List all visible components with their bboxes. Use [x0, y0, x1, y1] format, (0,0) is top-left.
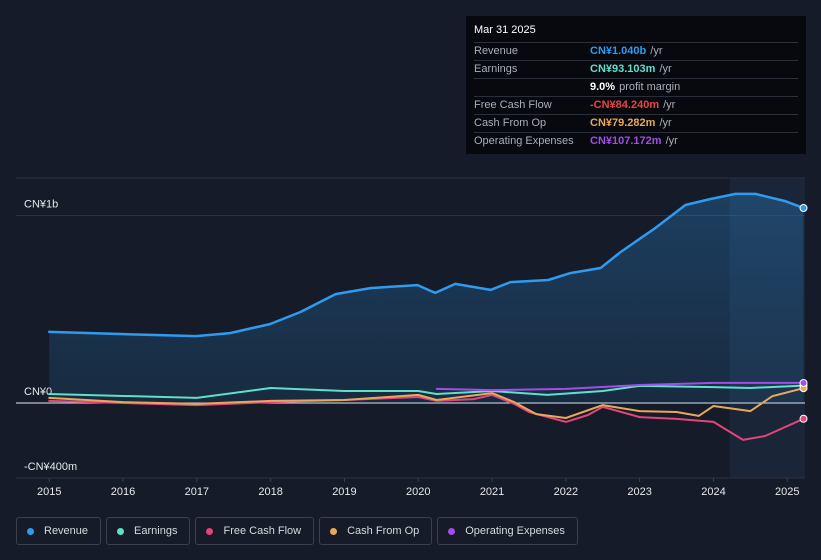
tooltip: Mar 31 2025 Revenue CN¥1.040b/yr Earnings C…: [466, 16, 806, 154]
series-end-dot: [799, 378, 808, 387]
x-tick-label: 2023: [627, 486, 651, 498]
tooltip-row: Free Cash Flow -CN¥84.240m/yr: [474, 96, 798, 113]
tooltip-row: Operating Expenses CN¥107.172m/yr: [474, 132, 798, 149]
series-end-dot: [799, 414, 808, 423]
legend-label: Operating Expenses: [465, 525, 565, 537]
y-tick-label: -CN¥400m: [24, 461, 77, 473]
x-tick-label: 2024: [701, 486, 725, 498]
legend-label: Earnings: [134, 525, 178, 537]
y-tick-label: CN¥0: [24, 386, 52, 398]
tooltip-value: CN¥1.040b: [590, 45, 647, 57]
legend-dot: [27, 527, 34, 535]
tooltip-row: 9.0% profit margin: [474, 78, 798, 95]
x-tick-label: 2022: [554, 486, 578, 498]
tooltip-unit: profit margin: [619, 81, 681, 93]
legend-label: Free Cash Flow: [223, 525, 302, 537]
tooltip-unit: /yr: [663, 99, 676, 111]
tooltip-row: Earnings CN¥93.103m/yr: [474, 60, 798, 77]
tooltip-unit: /yr: [659, 63, 672, 75]
series-end-dot: [799, 204, 808, 212]
x-tick-label: 2020: [406, 486, 430, 498]
x-tick-label: 2016: [111, 486, 135, 498]
legend-dot: [206, 527, 214, 535]
series-line: [47, 192, 805, 338]
tooltip-label: [474, 79, 590, 95]
x-tick-label: 2017: [185, 486, 209, 498]
tooltip-label: Operating Expenses: [474, 135, 574, 147]
x-tick-label: 2018: [258, 486, 282, 498]
legend-item[interactable]: Revenue: [16, 517, 102, 545]
series-line: [48, 387, 805, 419]
tooltip-value: CN¥107.172m: [590, 135, 662, 147]
tooltip-date: Mar 31 2025: [474, 24, 536, 36]
tooltip-row: Cash From Op CN¥79.282m/yr: [474, 114, 798, 131]
legend-dot: [330, 527, 338, 535]
tooltip-unit: /yr: [665, 135, 678, 147]
tooltip-unit: /yr: [659, 117, 672, 129]
revenue-area: [49, 193, 804, 403]
tooltip-value: -CN¥84.240m: [590, 99, 660, 111]
legend: Revenue Earnings Free Cash Flow Cash From O…: [16, 517, 578, 545]
tooltip-value: CN¥93.103m: [590, 63, 656, 75]
x-tick-label: 2025: [775, 486, 799, 498]
legend-item[interactable]: Operating Expenses: [437, 517, 578, 545]
tooltip-value: CN¥79.282m: [590, 117, 656, 129]
y-tick-label: CN¥1b: [24, 199, 58, 211]
tooltip-label: Free Cash Flow: [474, 99, 552, 111]
tooltip-row: Revenue CN¥1.040b/yr: [474, 42, 798, 59]
tooltip-value: 9.0%: [590, 81, 616, 93]
legend-item[interactable]: Free Cash Flow: [195, 517, 315, 545]
tooltip-rows: Revenue CN¥1.040b/yr Earnings CN¥93.103m/yr…: [474, 42, 798, 149]
tooltip-unit: /yr: [650, 45, 663, 57]
legend-label: Revenue: [44, 525, 89, 537]
legend-dot: [117, 527, 125, 535]
legend-item[interactable]: Cash From Op: [319, 517, 433, 545]
x-tick-label: 2015: [37, 486, 61, 498]
legend-dot: [448, 527, 456, 535]
tooltip-label: Earnings: [474, 63, 518, 75]
series-line: [435, 381, 805, 392]
x-tick-label: 2019: [332, 486, 356, 498]
tooltip-label: Cash From Op: [474, 117, 547, 129]
legend-item[interactable]: Earnings: [106, 517, 191, 545]
tooltip-label: Revenue: [474, 45, 519, 57]
legend-label: Cash From Op: [347, 525, 420, 537]
x-tick-label: 2021: [480, 486, 504, 498]
